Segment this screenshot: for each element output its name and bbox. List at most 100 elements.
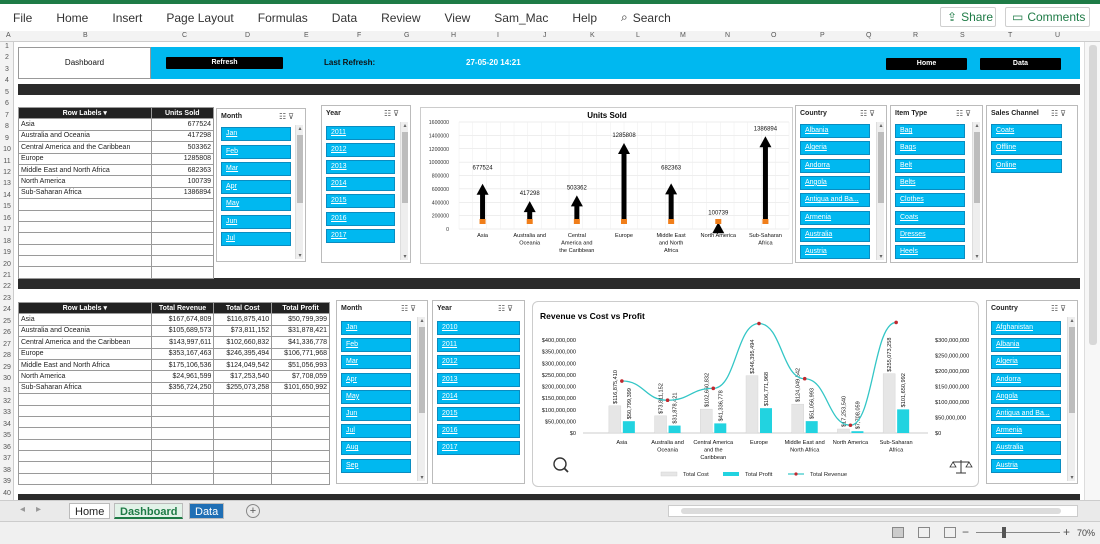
normal-view-icon[interactable] — [892, 527, 904, 538]
hscroll-thumb[interactable] — [681, 508, 1061, 514]
table-cell[interactable]: $73,811,152 — [213, 324, 273, 338]
row-labels-header[interactable]: Row Labels ▾ — [18, 106, 152, 120]
slicer-item[interactable]: Antigua and Ba... — [991, 407, 1061, 421]
slicer-item[interactable]: Angola — [991, 389, 1061, 404]
table-cell[interactable]: $143,997,611 — [150, 336, 215, 349]
page-break-view-icon[interactable] — [944, 527, 956, 538]
table-cell[interactable]: $106,771,968 — [271, 347, 330, 360]
column-header[interactable]: K — [590, 32, 595, 39]
sheet-tab-home[interactable]: Home — [69, 503, 111, 519]
scroll-down-icon[interactable]: ▾ — [403, 254, 407, 260]
row-header[interactable]: 24 — [3, 306, 11, 314]
point-total-revenue[interactable] — [894, 320, 898, 325]
column-header[interactable]: T — [1008, 32, 1013, 39]
refresh-button[interactable]: Refresh — [166, 57, 283, 69]
slicer-scroll-thumb[interactable] — [297, 135, 303, 203]
point-total-revenue[interactable] — [757, 321, 761, 326]
row-header[interactable]: 21 — [3, 272, 11, 279]
table-cell[interactable]: Middle East and North Africa — [18, 163, 152, 177]
empty-cell[interactable] — [150, 461, 215, 474]
scroll-up-icon[interactable]: ▴ — [975, 123, 979, 129]
scroll-down-icon[interactable]: ▾ — [298, 253, 302, 259]
bar-arrow[interactable] — [618, 143, 630, 224]
table-cell[interactable]: $116,875,410 — [213, 313, 273, 326]
table-cell[interactable]: $246,395,494 — [213, 347, 273, 360]
table-cell[interactable]: Sub-Saharan Africa — [18, 186, 152, 200]
table-cell[interactable]: $255,073,258 — [213, 381, 273, 395]
row-header[interactable]: 28 — [3, 352, 11, 360]
bar-arrow[interactable] — [570, 195, 583, 224]
row-header[interactable]: 2 — [5, 54, 9, 62]
empty-cell[interactable] — [150, 255, 215, 268]
page-layout-view-icon[interactable] — [918, 527, 930, 538]
share-button[interactable]: ⇪ Share — [940, 7, 996, 27]
row-header[interactable]: 36 — [3, 443, 11, 451]
row-header[interactable]: 22 — [3, 283, 11, 291]
bar[interactable] — [621, 152, 627, 223]
slicer-itemtype[interactable]: Item Type ☷⊽ Bag Bags Belt Belts Clothes Coats D… — [890, 105, 983, 263]
slicer-item[interactable]: Belt — [895, 158, 965, 173]
multi-select-icon[interactable]: ☷ — [384, 109, 394, 118]
bar-total-cost[interactable] — [654, 415, 667, 434]
multi-select-icon[interactable]: ☷ — [279, 112, 289, 121]
bar-arrow[interactable] — [665, 183, 678, 224]
row-header[interactable]: 12 — [3, 168, 11, 176]
empty-cell[interactable] — [150, 438, 215, 452]
bar[interactable] — [574, 204, 580, 223]
multi-select-icon[interactable]: ☷ — [956, 109, 966, 118]
multi-select-icon[interactable]: ☷ — [401, 304, 411, 313]
column-header[interactable]: O — [771, 32, 777, 39]
table-cell[interactable]: 503362 — [150, 141, 215, 154]
slicer-item[interactable]: Albania — [800, 124, 870, 138]
table-cell[interactable]: Central America and the Caribbean — [18, 336, 152, 349]
bar-arrow[interactable] — [712, 219, 725, 234]
column-header[interactable]: S — [960, 32, 965, 39]
slicer-item[interactable]: Feb — [341, 338, 411, 353]
column-header[interactable]: P — [820, 32, 825, 39]
empty-cell[interactable] — [271, 404, 330, 417]
slicer-item[interactable]: 2011 — [326, 126, 395, 140]
column-header[interactable]: L — [636, 32, 640, 39]
empty-cell[interactable] — [18, 220, 152, 234]
table-cell[interactable]: Asia — [18, 118, 152, 131]
empty-cell[interactable] — [213, 415, 273, 429]
empty-cell[interactable] — [271, 415, 330, 429]
row-header[interactable]: 17 — [3, 226, 11, 234]
empty-cell[interactable] — [213, 461, 273, 474]
menu-view[interactable]: View — [444, 10, 471, 25]
slicer-scrollbar[interactable]: ▴ ▾ — [876, 122, 884, 260]
zoom-slider[interactable] — [976, 532, 1060, 533]
slicer-item[interactable]: Jun — [341, 407, 411, 421]
empty-cell[interactable] — [18, 461, 152, 474]
empty-cell[interactable] — [18, 415, 152, 429]
bar-total-cost[interactable] — [745, 375, 759, 434]
slicer-month1[interactable]: Month ☷⊽ Jan Feb Mar Apr May Jun Jul ▴ ▾ — [216, 108, 306, 262]
zoom-slider-thumb[interactable] — [1002, 527, 1006, 538]
slicer-item[interactable]: Aug — [341, 441, 411, 456]
zoom-in-icon[interactable]: + — [1063, 525, 1071, 539]
worksheet[interactable]: Dashboard Refresh Last Refresh: 27-05-20… — [14, 42, 1084, 500]
scroll-thumb[interactable] — [1089, 45, 1097, 345]
slicer-item[interactable]: Afghanistan — [991, 321, 1061, 335]
table-cell[interactable]: $356,724,250 — [150, 381, 215, 395]
slicer-item[interactable]: Albania — [991, 338, 1061, 353]
table-cell[interactable]: $31,878,421 — [271, 324, 330, 338]
table-cell[interactable]: $50,799,399 — [271, 313, 330, 326]
clear-filter-icon[interactable]: ⊽ — [1060, 304, 1069, 313]
table-cell[interactable]: Central America and the Caribbean — [18, 141, 152, 154]
bar-total-profit[interactable] — [760, 408, 772, 433]
empty-cell[interactable] — [271, 393, 330, 406]
row-header[interactable]: 29 — [3, 363, 11, 371]
column-header[interactable]: I — [497, 32, 499, 39]
multi-select-icon[interactable]: ☷ — [498, 304, 508, 313]
slicer-item[interactable]: Mar — [341, 355, 411, 370]
slicer-scroll-thumb[interactable] — [402, 132, 408, 203]
menu-review[interactable]: Review — [381, 10, 421, 25]
table-cell[interactable]: North America — [18, 175, 152, 188]
slicer-item[interactable]: May — [341, 389, 411, 404]
row-header[interactable]: 27 — [3, 340, 11, 348]
slicer-item[interactable]: Australia — [800, 227, 870, 242]
slicer-item[interactable]: Andorra — [800, 158, 870, 173]
empty-cell[interactable] — [18, 404, 152, 417]
column-header[interactable]: J — [543, 32, 547, 39]
